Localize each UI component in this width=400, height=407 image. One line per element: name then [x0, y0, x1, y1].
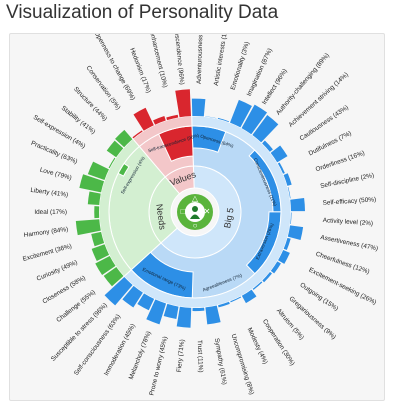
trait-bar[interactable] — [87, 161, 109, 181]
trait-bar[interactable] — [290, 197, 305, 212]
trait-bars — [75, 89, 305, 328]
trait-bar[interactable] — [241, 104, 268, 135]
trait-bar[interactable] — [103, 266, 124, 287]
trait-bar[interactable] — [270, 145, 288, 163]
square-icon: □ — [181, 207, 186, 216]
trait-bar[interactable] — [163, 303, 179, 319]
trait-bar[interactable] — [277, 162, 285, 174]
trait-label[interactable]: Self-transcendence (96%) — [171, 34, 185, 85]
trait-bar[interactable] — [262, 271, 272, 283]
trait-bar[interactable] — [205, 116, 217, 119]
trait-label[interactable]: Uncompromising (8%) — [230, 333, 256, 395]
trait-label[interactable]: Hedonism (17%) — [128, 47, 152, 94]
trait-bar[interactable] — [230, 296, 242, 303]
trait-bar[interactable] — [287, 225, 304, 240]
trait-bar[interactable] — [108, 157, 116, 169]
trait-bar[interactable] — [283, 173, 292, 186]
trait-label[interactable]: Self-discipline (2%) — [320, 172, 375, 190]
trait-label[interactable]: Practicality (63%) — [30, 140, 79, 166]
trait-bar[interactable] — [175, 89, 191, 118]
trait-label[interactable]: Assertiveness (47%) — [320, 234, 379, 252]
trait-bar[interactable] — [176, 306, 192, 328]
trait-label[interactable]: Love (79%) — [39, 167, 72, 182]
center-node[interactable]: △ □ ○ ✕ — [177, 194, 213, 230]
trait-bar[interactable] — [79, 174, 105, 193]
trait-label[interactable]: Artistic interests (1%) — [213, 34, 230, 86]
trait-bar[interactable] — [290, 212, 292, 225]
trait-label[interactable]: Orderliness (16%) — [315, 150, 366, 174]
group-label-needs[interactable]: Needs — [154, 203, 168, 231]
trait-bar[interactable] — [252, 281, 263, 290]
trait-label[interactable]: Ideal (17%) — [34, 209, 67, 216]
trait-bar[interactable] — [166, 114, 179, 121]
personality-sunburst[interactable]: Adventurousness (62%) Artistic interests … — [10, 34, 384, 400]
trait-bar[interactable] — [262, 140, 273, 152]
trait-bar[interactable] — [94, 206, 100, 219]
trait-label[interactable]: Modesty (4%) — [246, 327, 269, 366]
trait-label[interactable]: Curiosity (49%) — [36, 259, 79, 283]
trait-bar[interactable] — [229, 99, 252, 128]
trait-bar[interactable] — [241, 289, 257, 304]
inner-rings — [98, 115, 292, 309]
trait-label[interactable]: Self-efficacy (50%) — [322, 196, 376, 207]
values-facet-ring — [132, 115, 193, 148]
cross-icon: ✕ — [204, 207, 211, 216]
trait-bar[interactable] — [137, 293, 155, 311]
trait-bar[interactable] — [122, 285, 143, 308]
trait-bar[interactable] — [104, 276, 133, 306]
trait-label[interactable]: Achievement striving (14%) — [288, 71, 350, 128]
trait-bar[interactable] — [205, 305, 221, 325]
trait-bar[interactable] — [192, 307, 205, 312]
person-icon — [190, 206, 200, 219]
trait-label[interactable]: Susceptible to stress (96%) — [50, 302, 109, 363]
trait-label[interactable]: Prone to worry (45%) — [148, 336, 169, 396]
trait-bar[interactable] — [132, 130, 143, 139]
trait-bar[interactable] — [153, 116, 166, 125]
trait-label[interactable]: Harmony (84%) — [23, 226, 68, 239]
trait-label[interactable]: Adventurousness (62%) — [196, 34, 205, 84]
trait-label[interactable]: Activity level (2%) — [322, 217, 373, 227]
trait-label[interactable]: Melancholy (78%) — [128, 330, 153, 380]
trait-bar[interactable] — [146, 299, 167, 325]
trait-label[interactable]: Openness to change (69%) — [93, 34, 137, 102]
trait-bar[interactable] — [217, 117, 230, 123]
trait-label[interactable]: Excitement (36%) — [22, 243, 72, 263]
group-label-big5[interactable]: Big 5 — [222, 207, 235, 229]
trait-bar[interactable] — [75, 219, 101, 236]
trait-bar[interactable] — [115, 129, 133, 148]
triangle-icon: △ — [192, 194, 199, 203]
trait-bar[interactable] — [87, 191, 101, 206]
trait-bar[interactable] — [95, 256, 116, 276]
trait-bar[interactable] — [252, 115, 279, 143]
circle-icon: ○ — [193, 221, 198, 230]
trait-bar[interactable] — [278, 249, 290, 264]
trait-label[interactable]: Sympathy (61%) — [213, 338, 228, 386]
chart-panel: Adventurousness (62%) Artistic interests … — [9, 33, 385, 401]
trait-bar[interactable] — [270, 261, 281, 274]
trait-bar[interactable] — [191, 98, 206, 117]
trait-label[interactable]: Self-consciousness (63%) — [73, 313, 122, 377]
trait-bar[interactable] — [106, 140, 124, 158]
trait-bar[interactable] — [287, 187, 291, 199]
trait-bar[interactable] — [133, 107, 154, 131]
controller-icon: △ □ ○ ✕ — [181, 194, 211, 230]
trait-label[interactable]: Trust (11%) — [196, 340, 204, 373]
trait-bar[interactable] — [91, 244, 110, 261]
trait-label[interactable]: Emotionality (3%) — [230, 41, 251, 91]
trait-bar[interactable] — [91, 231, 105, 247]
trait-label[interactable]: Liberty (41%) — [30, 187, 69, 199]
trait-label[interactable]: Fiery (71%) — [176, 339, 186, 373]
trait-bar[interactable] — [283, 237, 291, 251]
trait-label[interactable]: Authority-challenging (89%) — [275, 52, 331, 117]
trait-bar[interactable] — [218, 301, 230, 308]
page-title: Visualization of Personality Data — [6, 2, 279, 23]
